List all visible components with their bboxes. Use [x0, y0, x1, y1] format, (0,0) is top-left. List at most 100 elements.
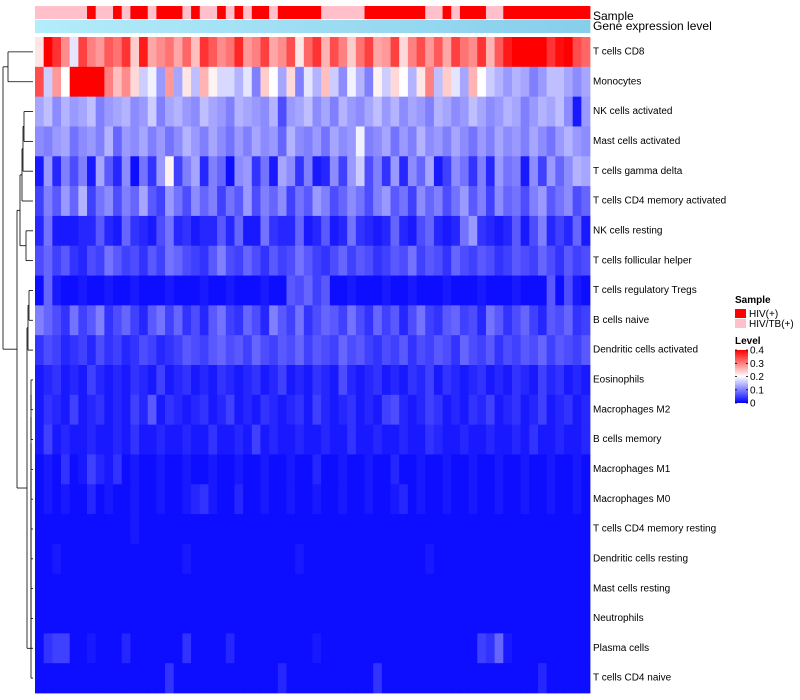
heatmap-cell — [572, 186, 582, 217]
sample-annotation-cell — [329, 6, 339, 19]
heatmap-cell — [407, 603, 417, 634]
heatmap-cell — [494, 335, 504, 366]
heatmap-cell — [286, 186, 296, 217]
heatmap-cell — [208, 663, 218, 694]
heatmap-cell — [165, 454, 175, 485]
sample-annotation-cell — [381, 6, 391, 19]
heatmap-cell — [407, 514, 417, 545]
heatmap-cell — [121, 215, 131, 247]
heatmap-cell — [251, 663, 261, 694]
heatmap-cell — [78, 126, 88, 157]
heatmap-cell — [477, 126, 487, 157]
heatmap-cell — [69, 66, 79, 98]
heatmap-cell — [269, 335, 279, 366]
heatmap-cell — [399, 543, 409, 575]
heatmap-cell — [433, 543, 443, 575]
heatmap-cell — [139, 156, 149, 187]
row-label: T cells follicular helper — [593, 255, 692, 266]
heatmap-cell — [87, 37, 97, 68]
heatmap-cell — [390, 215, 400, 247]
heatmap-cell — [61, 37, 71, 68]
heatmap-cell — [468, 126, 478, 157]
heatmap-cell — [537, 126, 548, 157]
heatmap-cell — [494, 543, 504, 575]
heatmap-cell — [165, 96, 175, 127]
heatmap-cell — [199, 514, 209, 545]
heatmap-cell — [217, 126, 227, 157]
heatmap-cell — [433, 394, 443, 426]
heatmap-cell — [537, 156, 548, 187]
heatmap-cell — [95, 424, 105, 455]
heatmap-cell — [303, 126, 313, 157]
heatmap-cell — [563, 305, 574, 336]
heatmap-cell — [208, 424, 218, 455]
heatmap-cell — [442, 96, 452, 127]
heatmap-cell — [399, 37, 409, 68]
heatmap-cell — [329, 424, 339, 455]
sample-annotation-cell — [425, 6, 435, 19]
heatmap-cell — [147, 365, 157, 396]
heatmap-cell — [364, 573, 374, 604]
heatmap-cell — [251, 37, 261, 68]
heatmap-cell — [390, 275, 400, 306]
expression-annotation-cell — [52, 20, 62, 33]
heatmap-cell — [433, 186, 443, 217]
legend-tick-label: 0.2 — [750, 372, 764, 383]
heatmap-cell — [165, 335, 175, 366]
heatmap-cell — [373, 663, 383, 694]
expression-annotation-cell — [139, 20, 149, 33]
heatmap-cell — [78, 37, 88, 68]
heatmap-cell — [364, 96, 374, 127]
heatmap-cell — [139, 514, 149, 545]
heatmap-cell — [442, 663, 452, 694]
heatmap-cell — [442, 484, 452, 515]
heatmap-cell — [529, 305, 539, 336]
heatmap-cell — [191, 66, 201, 98]
heatmap-cell — [338, 543, 348, 575]
heatmap-cell — [494, 424, 504, 455]
heatmap-cell — [43, 484, 53, 515]
heatmap-cell — [269, 484, 279, 515]
heatmap-cell — [321, 275, 331, 306]
heatmap-cell — [165, 603, 175, 634]
heatmap-cell — [503, 454, 513, 485]
heatmap-cell — [165, 37, 175, 68]
heatmap-cell — [95, 275, 105, 306]
heatmap-cell — [277, 96, 287, 127]
heatmap-cell — [208, 543, 218, 575]
heatmap-cell — [416, 424, 426, 455]
expression-annotation-cell — [43, 20, 53, 33]
heatmap-cell — [494, 215, 504, 247]
heatmap-cell — [520, 275, 530, 306]
heatmap-cell — [78, 215, 88, 247]
heatmap-cell — [407, 335, 417, 366]
row-label: T cells CD4 memory activated — [593, 196, 726, 207]
sample-annotation-cell — [416, 6, 426, 19]
heatmap-cell — [537, 514, 548, 545]
heatmap-cell — [451, 454, 461, 485]
heatmap-cell — [121, 96, 131, 127]
heatmap-cell — [572, 37, 582, 68]
sample-annotation-cell — [95, 6, 105, 19]
heatmap-cell — [321, 37, 331, 68]
heatmap-cell — [555, 186, 565, 217]
heatmap-cell — [78, 365, 88, 396]
heatmap-cell — [563, 633, 574, 664]
heatmap-cell — [468, 543, 478, 575]
sample-annotation-cell — [251, 6, 261, 19]
heatmap-cell — [199, 633, 209, 664]
heatmap-cell — [451, 514, 461, 545]
heatmap-cell — [537, 335, 548, 366]
heatmap-cell — [303, 215, 313, 247]
heatmap-cell — [494, 365, 504, 396]
heatmap-cell — [199, 186, 209, 217]
heatmap-cell — [286, 215, 296, 247]
heatmap-cell — [234, 37, 244, 68]
heatmap-cell — [416, 215, 426, 247]
heatmap-cell — [303, 156, 313, 187]
heatmap-cell — [347, 66, 357, 98]
heatmap-cell — [329, 37, 339, 68]
heatmap-cell — [546, 603, 556, 634]
heatmap-cell — [277, 573, 287, 604]
heatmap-cell — [243, 603, 253, 634]
